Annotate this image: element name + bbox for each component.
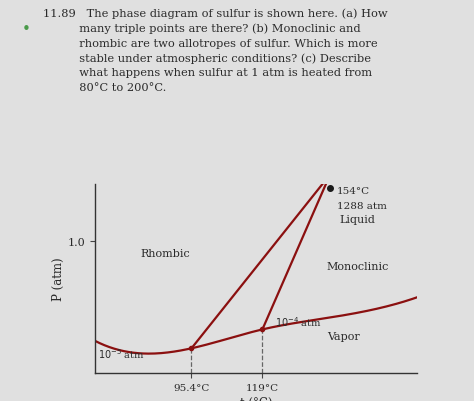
Text: $10^{-5}$ atm: $10^{-5}$ atm bbox=[98, 346, 145, 360]
Text: Liquid: Liquid bbox=[340, 214, 375, 224]
Text: 1288 atm: 1288 atm bbox=[337, 202, 386, 211]
Text: Vapor: Vapor bbox=[327, 331, 360, 341]
Text: 11.89   The phase diagram of sulfur is shown here. (a) How
          many triple: 11.89 The phase diagram of sulfur is sho… bbox=[43, 8, 387, 93]
Text: Rhombic: Rhombic bbox=[140, 248, 190, 258]
Text: 154°C: 154°C bbox=[337, 187, 370, 196]
Text: •: • bbox=[22, 22, 30, 37]
Y-axis label: P (atm): P (atm) bbox=[52, 257, 64, 300]
Text: $10^{-4}$ atm: $10^{-4}$ atm bbox=[275, 314, 322, 328]
Text: Monoclinic: Monoclinic bbox=[327, 261, 389, 271]
X-axis label: t (°C): t (°C) bbox=[240, 396, 272, 401]
